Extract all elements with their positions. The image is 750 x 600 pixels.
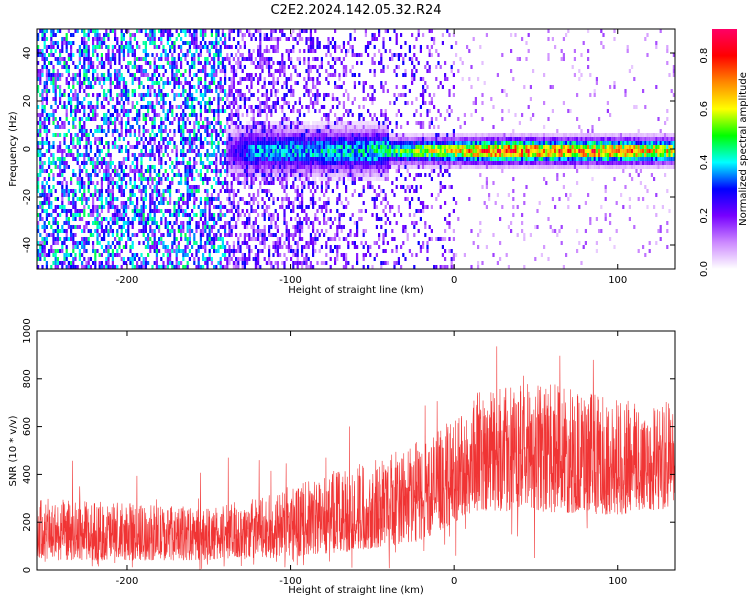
y-tick-label: -20: [22, 189, 33, 205]
heatmap-ylabel: Frequency (Hz): [8, 111, 19, 187]
colorbar-tick-label: 0.6: [699, 101, 710, 117]
x-tick-label: -200: [116, 275, 139, 286]
colorbar-ticks: 0.0 0.2 0.4 0.6 0.8: [699, 48, 710, 277]
x-tick-label: -100: [279, 576, 302, 587]
colorbar: 0.0 0.2 0.4 0.6 0.8 Normalized spectral ampl…: [699, 29, 749, 277]
snr-ylabel: SNR (10 * v/v): [8, 415, 19, 486]
y-tick-label: 40: [22, 47, 33, 60]
x-tick-label: 100: [608, 275, 627, 286]
colorbar-tick-label: 0.2: [699, 208, 710, 224]
x-tick-label: 100: [608, 576, 627, 587]
snr-xlabel: Height of straight line (km): [288, 585, 424, 596]
colorbar-gradient: [712, 29, 737, 269]
y-tick-label: 0: [22, 567, 33, 573]
colorbar-tick-label: 0.4: [699, 154, 710, 170]
x-tick-label: 0: [451, 275, 457, 286]
snr-frame: [36, 330, 676, 571]
colorbar-label: Normalized spectral amplitude: [738, 72, 749, 226]
y-tick-label: 20: [22, 95, 33, 108]
x-tick-label: -100: [279, 275, 302, 286]
colorbar-tick-label: 0.0: [699, 261, 710, 277]
y-tick-label: -40: [22, 237, 33, 253]
y-tick-label: 800: [22, 369, 33, 388]
y-tick-label: 600: [22, 417, 33, 436]
y-tick-label: 400: [22, 465, 33, 484]
colorbar-tick-label: 0.8: [699, 48, 710, 64]
heatmap-cells: [37, 29, 675, 269]
x-tick-label: -200: [116, 576, 139, 587]
y-tick-label: 200: [22, 513, 33, 532]
chart-title: C2E2.2024.142.05.32.R24: [270, 3, 441, 18]
heatmap-xlabel: Height of straight line (km): [288, 285, 424, 296]
y-tick-label: 0: [22, 146, 33, 152]
y-tick-label: 1000: [22, 318, 33, 343]
x-tick-label: 0: [451, 576, 457, 587]
snr-series-line: [37, 346, 675, 570]
